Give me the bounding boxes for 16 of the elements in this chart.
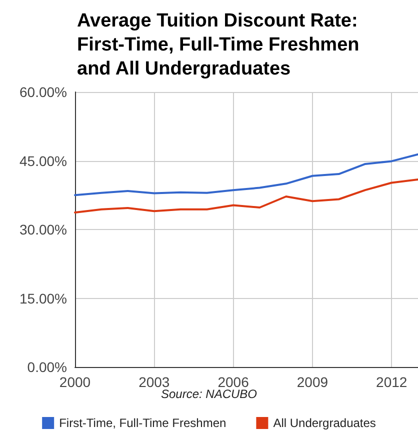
x-tick-label: 2012	[376, 374, 408, 390]
y-tick-label: 0.00%	[27, 359, 67, 375]
y-tick-label: 30.00%	[20, 222, 67, 238]
source-note: Source: NACUBO	[160, 387, 258, 401]
y-tick-label: 60.00%	[20, 84, 67, 100]
y-tick-label: 15.00%	[20, 290, 67, 306]
y-tick-label: 45.00%	[20, 152, 67, 169]
x-tick-label: 2000	[59, 374, 91, 390]
x-tick-label: 2006	[218, 374, 250, 390]
legend-label: First-Time, Full-Time Freshmen	[59, 416, 226, 430]
chart-title: Average Tuition Discount Rate: First-Time, Full-Time Freshmen and All Undergraduates	[77, 10, 360, 80]
x-tick-label: 2009	[296, 374, 328, 390]
line-series	[74, 153, 418, 196]
line-series	[74, 178, 418, 214]
x-tick-label: 2003	[138, 374, 170, 390]
legend-label: All Undergraduates	[273, 416, 376, 430]
